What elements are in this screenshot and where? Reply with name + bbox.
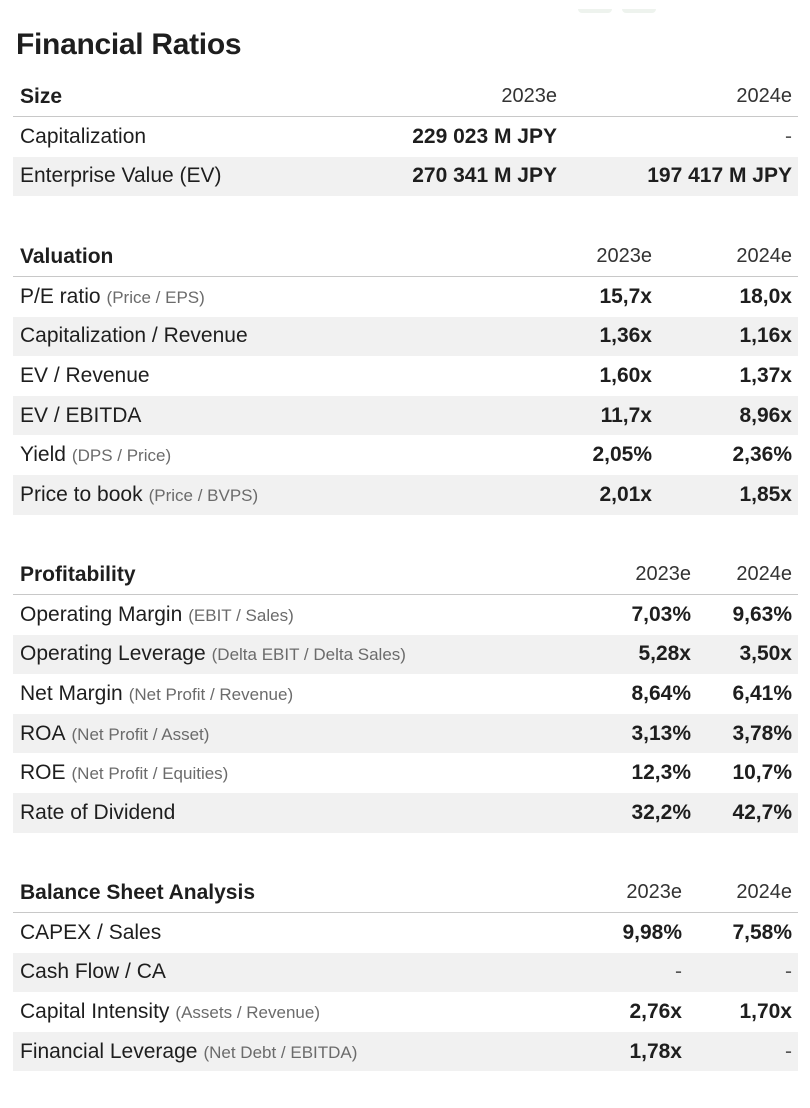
table-row: Operating Margin (EBIT / Sales) 7,03% 9,6… xyxy=(13,595,798,635)
row-label: Operating Leverage (Delta EBIT / Delta Sa… xyxy=(20,642,406,666)
row-label: Capitalization xyxy=(20,124,147,148)
table-row: Cash Flow / CA - - xyxy=(13,952,798,993)
table-row: P/E ratio (Price / EPS) 15,7x 18,0x xyxy=(13,277,798,317)
table-row: Net Margin (Net Profit / Revenue) 8,64% 6… xyxy=(13,674,798,714)
section-title: Balance Sheet Analysis xyxy=(20,880,255,904)
table-row: Financial Leverage (Net Debt / EBITDA) 1,… xyxy=(13,1031,798,1072)
value-2024e: 9,63% xyxy=(732,602,792,626)
value-2024e: - xyxy=(785,960,792,984)
table-row: Capital Intensity (Assets / Revenue) 2,76… xyxy=(13,992,798,1032)
size-header: Size 2023e 2024e xyxy=(13,77,798,117)
profitability-header: Profitability 2023e 2024e xyxy=(13,555,798,595)
value-2024e: 6,41% xyxy=(732,681,792,705)
value-2024e: 18,0x xyxy=(739,284,792,308)
table-row: CAPEX / Sales 9,98% 7,58% xyxy=(13,913,798,953)
row-label: ROA (Net Profit / Asset) xyxy=(20,721,210,745)
year-2023e: 2023e xyxy=(596,245,652,267)
value-2024e: - xyxy=(785,1039,792,1063)
value-2024e: 8,96x xyxy=(739,403,792,427)
year-2023e: 2023e xyxy=(635,563,691,585)
value-2023e: 8,64% xyxy=(631,681,691,705)
row-label: EV / Revenue xyxy=(20,363,150,387)
value-2023e: 2,05% xyxy=(592,443,652,467)
value-2023e: 1,36x xyxy=(599,324,652,348)
table-row: Price to book (Price / BVPS) 2,01x 1,85x xyxy=(13,474,798,515)
size-table: Size 2023e 2024e Capitalization 229 023 … xyxy=(13,77,798,197)
value-2023e: - xyxy=(675,960,682,984)
row-label: Financial Leverage (Net Debt / EBITDA) xyxy=(20,1039,358,1063)
row-label: Cash Flow / CA xyxy=(20,960,166,984)
value-2024e: - xyxy=(785,124,792,148)
row-label: P/E ratio (Price / EPS) xyxy=(20,284,205,308)
value-2023e: 3,13% xyxy=(631,721,691,745)
value-2023e: 2,01x xyxy=(599,482,652,506)
section-title: Valuation xyxy=(20,244,114,268)
value-2024e: 3,78% xyxy=(732,721,792,745)
year-2023e: 2023e xyxy=(501,85,557,107)
value-2024e: 197 417 M JPY xyxy=(647,164,792,188)
table-row: Operating Leverage (Delta EBIT / Delta Sa… xyxy=(13,634,798,675)
table-row: Yield (DPS / Price) 2,05% 2,36% xyxy=(13,435,798,475)
value-2023e: 2,76x xyxy=(629,999,682,1023)
row-label: ROE (Net Profit / Equities) xyxy=(20,761,229,785)
table-row: Rate of Dividend 32,2% 42,7% xyxy=(13,792,798,833)
row-label: Rate of Dividend xyxy=(20,800,176,824)
table-row: Capitalization / Revenue 1,36x 1,16x xyxy=(13,316,798,357)
table-row: ROA (Net Profit / Asset) 3,13% 3,78% xyxy=(13,713,798,754)
year-2024e: 2024e xyxy=(736,245,792,267)
value-2023e: 229 023 M JPY xyxy=(412,124,557,148)
valuation-table: Valuation 2023e 2024e P/E ratio (Price / … xyxy=(13,237,798,515)
section-title: Profitability xyxy=(20,562,136,586)
section-title: Size xyxy=(20,84,63,108)
value-2023e: 7,03% xyxy=(631,602,691,626)
year-2024e: 2024e xyxy=(736,563,792,585)
value-2023e: 270 341 M JPY xyxy=(412,164,557,188)
value-2023e: 1,78x xyxy=(629,1039,682,1063)
table-row: Enterprise Value (EV) 270 341 M JPY 197 … xyxy=(13,156,798,197)
value-2024e: 7,58% xyxy=(732,920,792,944)
page-title: Financial Ratios xyxy=(16,28,242,61)
table-row: EV / EBITDA 11,7x 8,96x xyxy=(13,395,798,436)
value-2024e: 42,7% xyxy=(732,800,792,824)
value-2024e: 3,50x xyxy=(739,642,792,666)
value-2023e: 12,3% xyxy=(631,761,691,785)
row-label: Operating Margin (EBIT / Sales) xyxy=(20,602,294,626)
row-label: Price to book (Price / BVPS) xyxy=(20,482,259,506)
table-row: ROE (Net Profit / Equities) 12,3% 10,7% xyxy=(13,753,798,793)
row-label: CAPEX / Sales xyxy=(20,920,162,944)
table-row: Capitalization 229 023 M JPY - xyxy=(13,117,798,157)
row-label: Yield (DPS / Price) xyxy=(20,443,172,467)
row-label: Capitalization / Revenue xyxy=(20,324,248,348)
value-2024e: 1,16x xyxy=(739,324,792,348)
profitability-table: Profitability 2023e 2024e Operating Marg… xyxy=(13,555,798,833)
value-2023e: 11,7x xyxy=(600,403,652,427)
value-2023e: 32,2% xyxy=(631,800,691,824)
value-2024e: 10,7% xyxy=(732,761,792,785)
year-2024e: 2024e xyxy=(736,85,792,107)
balance-sheet-header: Balance Sheet Analysis 2023e 2024e xyxy=(13,873,798,913)
value-2023e: 15,7x xyxy=(599,284,652,308)
row-label: EV / EBITDA xyxy=(20,403,142,427)
year-2023e: 2023e xyxy=(626,881,682,903)
balance-sheet-table: Balance Sheet Analysis 2023e 2024e CAPEX… xyxy=(13,873,798,1072)
value-2023e: 1,60x xyxy=(599,363,652,387)
valuation-header: Valuation 2023e 2024e xyxy=(13,237,798,277)
partial-header-decoration xyxy=(578,0,668,13)
row-label: Capital Intensity (Assets / Revenue) xyxy=(20,999,320,1023)
value-2023e: 5,28x xyxy=(638,642,691,666)
value-2024e: 1,37x xyxy=(739,363,792,387)
value-2023e: 9,98% xyxy=(622,920,682,944)
value-2024e: 2,36% xyxy=(732,443,792,467)
row-label: Net Margin (Net Profit / Revenue) xyxy=(20,681,294,705)
value-2024e: 1,70x xyxy=(739,999,792,1023)
table-row: EV / Revenue 1,60x 1,37x xyxy=(13,356,798,396)
value-2024e: 1,85x xyxy=(739,482,792,506)
row-label: Enterprise Value (EV) xyxy=(20,164,222,188)
year-2024e: 2024e xyxy=(736,881,792,903)
